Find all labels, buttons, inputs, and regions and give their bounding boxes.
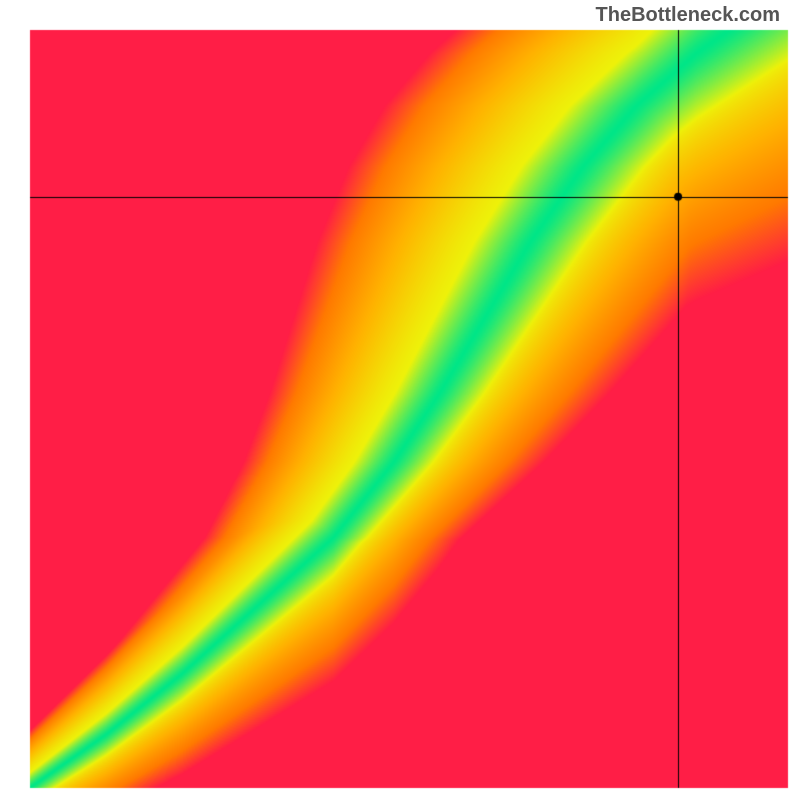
watermark: TheBottleneck.com <box>596 4 780 27</box>
chart-container: TheBottleneck.com <box>0 0 800 800</box>
bottleneck-heatmap <box>0 0 800 800</box>
